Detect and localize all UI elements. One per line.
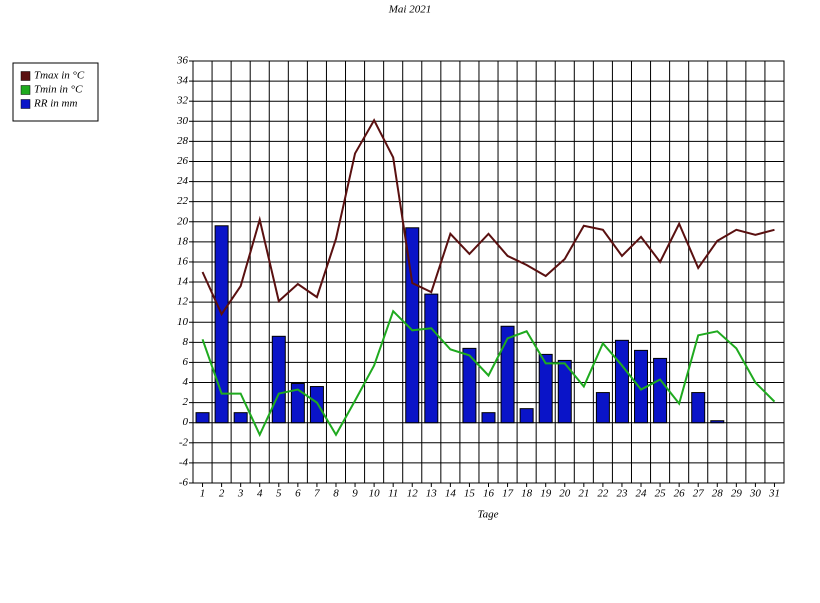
y-tick-label: 8 (183, 336, 189, 348)
bar (290, 383, 305, 424)
y-tick-label: 32 (176, 95, 189, 107)
x-tick-label: 27 (693, 488, 705, 500)
bar (271, 335, 286, 424)
y-tick-label: 36 (176, 55, 189, 67)
x-tick-label: 2 (219, 488, 225, 500)
legend-swatch (20, 99, 31, 109)
x-tick-label: 15 (464, 488, 476, 500)
bar (481, 412, 496, 424)
y-tick-label: 18 (177, 235, 189, 247)
x-tick-label: 20 (559, 488, 571, 500)
x-tick-label: 28 (712, 488, 724, 500)
x-tick-label: 18 (521, 488, 533, 500)
bar (519, 408, 534, 424)
x-tick-label: 6 (295, 488, 301, 500)
x-tick-label: 23 (616, 488, 628, 500)
x-tick-label: 10 (369, 488, 381, 500)
chart-title: Mai 2021 (388, 4, 431, 16)
y-tick-label: 6 (183, 356, 189, 368)
x-tick-label: 26 (674, 488, 686, 500)
x-tick-label: 8 (333, 488, 339, 500)
bar (691, 392, 706, 424)
bar (710, 420, 725, 424)
x-tick-label: 29 (731, 488, 743, 500)
x-tick-label: 22 (597, 488, 609, 500)
x-tick-label: 30 (749, 488, 762, 500)
y-tick-label: 16 (177, 255, 189, 267)
bar (557, 359, 572, 424)
y-tick-label: 20 (177, 215, 189, 227)
bar (233, 412, 248, 424)
x-tick-label: 19 (540, 488, 552, 500)
bar (424, 293, 439, 424)
bar (309, 386, 324, 424)
y-tick-label: -6 (179, 477, 189, 489)
y-tick-label: 4 (183, 376, 189, 388)
bar (653, 357, 668, 424)
legend-label: Tmax in °C (34, 70, 85, 82)
line (201, 118, 775, 317)
y-tick-label: 2 (183, 396, 189, 408)
line (201, 309, 776, 438)
x-tick-label: 4 (257, 488, 263, 500)
y-tick-label: 10 (177, 316, 189, 328)
bar (614, 339, 629, 424)
y-tick-label: -2 (179, 436, 189, 448)
legend-label: RR in mm (33, 98, 77, 110)
y-tick-label: 22 (177, 195, 189, 207)
x-axis-label: Tage (478, 509, 499, 521)
x-tick-label: 11 (388, 488, 398, 500)
bar (500, 325, 515, 424)
bar (595, 392, 610, 424)
y-tick-label: 24 (177, 175, 189, 187)
y-tick-label: 0 (183, 416, 189, 428)
x-tick-label: 25 (655, 488, 667, 500)
bar (462, 347, 477, 424)
y-tick-label: 26 (177, 155, 189, 167)
x-tick-label: 24 (636, 488, 648, 500)
bar (538, 353, 553, 424)
x-tick-label: 9 (352, 488, 358, 500)
bar (405, 227, 420, 424)
bar (214, 225, 229, 424)
bar (195, 412, 210, 424)
legend-label: Tmin in °C (34, 84, 83, 96)
x-tick-label: 31 (768, 488, 780, 500)
x-tick-label: 12 (407, 488, 419, 500)
x-tick-label: 17 (502, 488, 514, 500)
y-tick-label: 12 (177, 296, 189, 308)
x-tick-label: 1 (200, 488, 206, 500)
x-tick-label: 16 (483, 488, 495, 500)
x-tick-label: 5 (276, 488, 282, 500)
y-tick-label: 34 (176, 75, 189, 87)
x-tick-label: 3 (237, 488, 244, 500)
x-tick-label: 14 (445, 488, 457, 500)
y-tick-label: -4 (179, 456, 189, 468)
legend-swatch (20, 85, 31, 95)
y-tick-label: 28 (177, 135, 189, 147)
x-tick-label: 21 (578, 488, 589, 500)
y-tick-label: 14 (177, 276, 189, 288)
x-tick-label: 13 (426, 488, 438, 500)
y-tick-label: 30 (176, 115, 189, 127)
x-tick-label: 7 (314, 488, 320, 500)
legend-swatch (20, 71, 31, 81)
